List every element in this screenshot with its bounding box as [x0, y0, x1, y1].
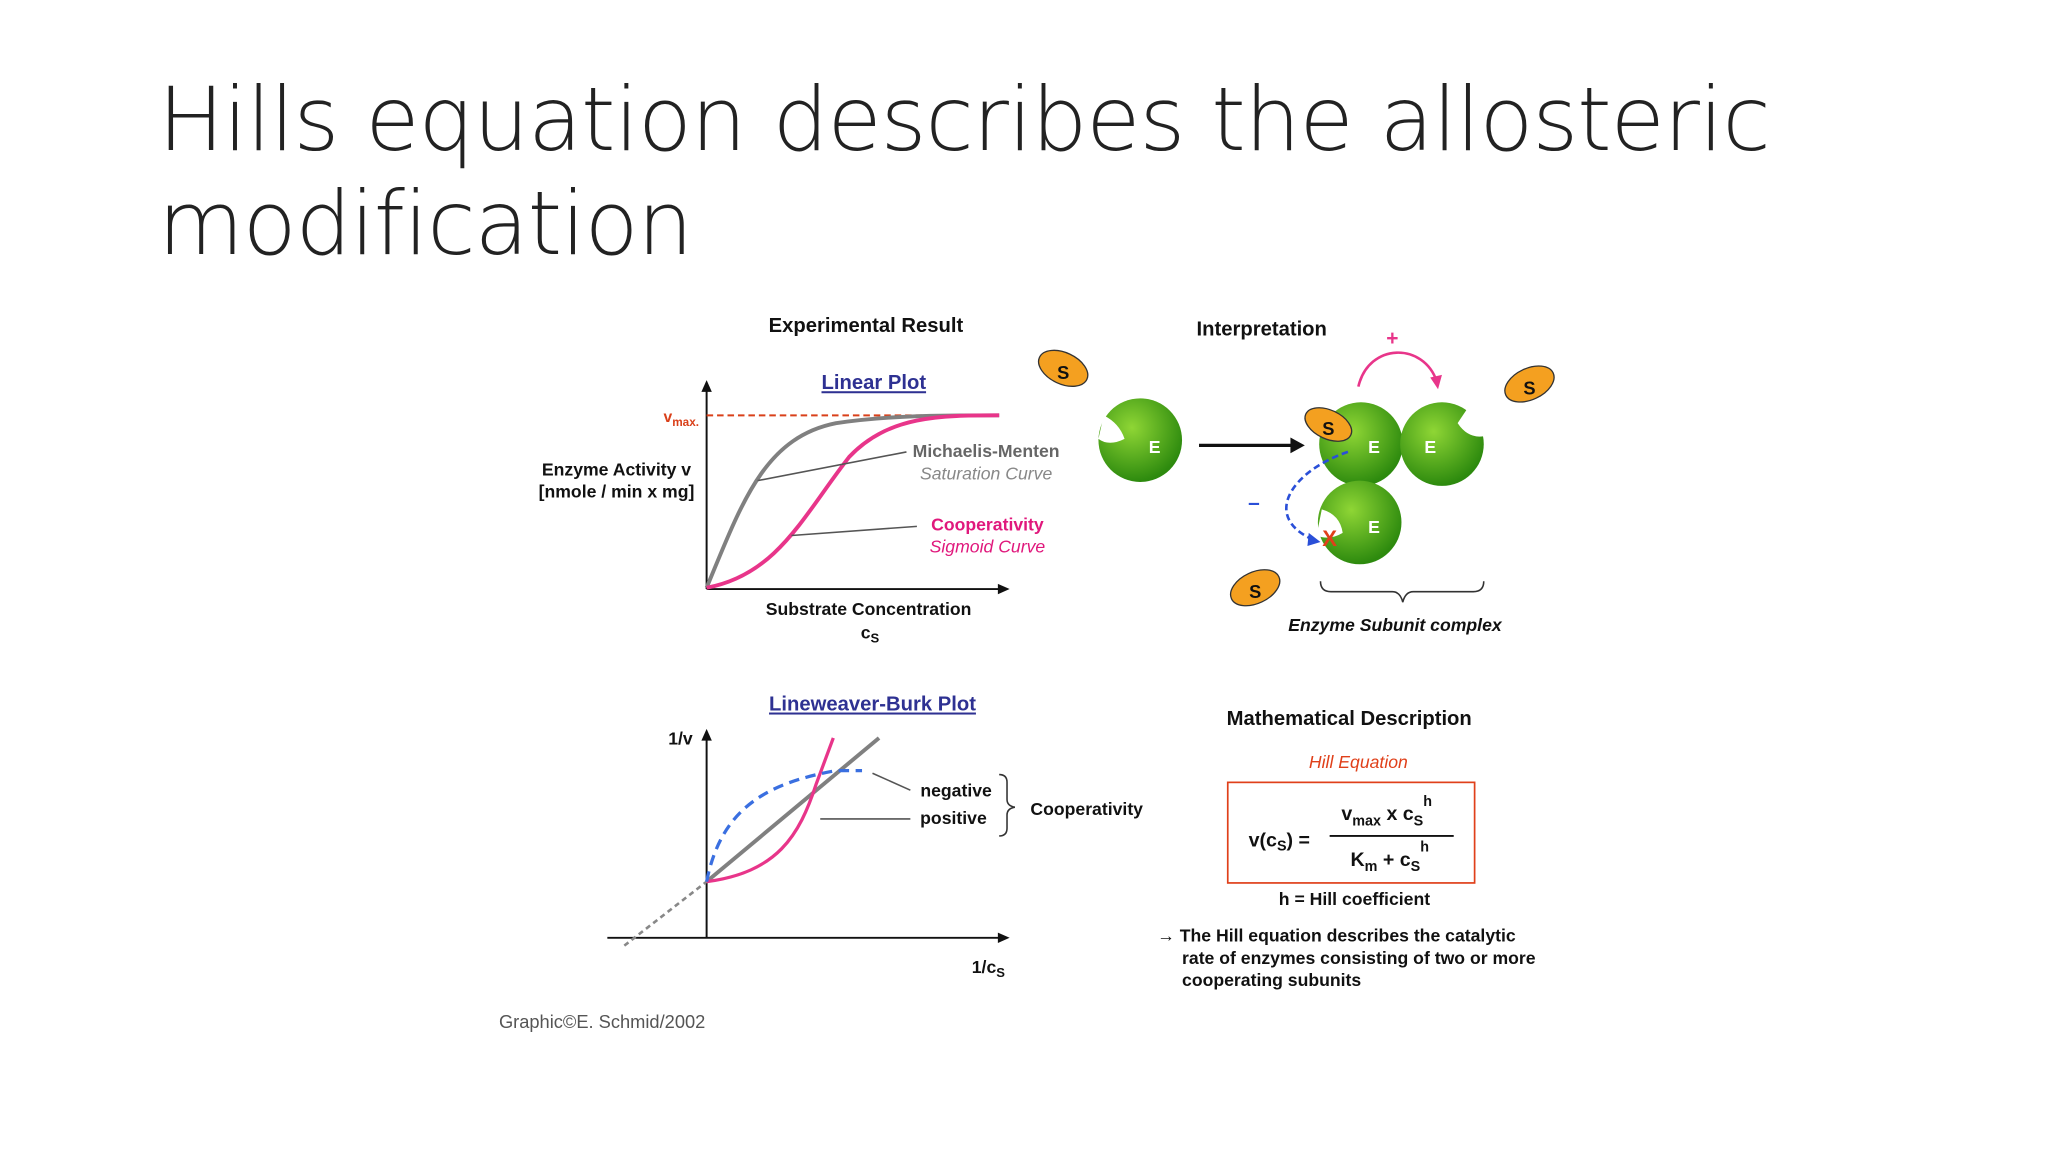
heading: Interpretation [1197, 319, 1327, 341]
y-label: Enzyme Activity v [542, 459, 691, 479]
x-label: Substrate Concentration [766, 599, 972, 619]
slide-title: Hills equation describes the allosteric … [158, 68, 1771, 276]
substrate-letter: S [1523, 377, 1535, 398]
site [1457, 407, 1485, 437]
linear-line [705, 736, 881, 884]
enzyme-letter: E [1368, 517, 1380, 537]
extrapolation [623, 880, 708, 947]
subscript: S [996, 965, 1005, 980]
symbol: v [1341, 803, 1352, 825]
symbol: c [861, 623, 871, 643]
y-label: 1/v [668, 728, 693, 748]
substrate [1304, 407, 1353, 442]
equation-box [1226, 781, 1476, 884]
subscript: S [1411, 859, 1421, 875]
numerator: vmax x cSh [1341, 794, 1432, 830]
plot-title: Lineweaver-Burk Plot [769, 694, 976, 716]
y-label: [nmole / min x mg] [539, 482, 695, 502]
x-label: 1/cS [972, 957, 1006, 980]
coop-sub: Sigmoid Curve [930, 536, 1046, 556]
negative-curve [705, 768, 863, 882]
exponent: h [1423, 794, 1432, 810]
note-line: → The Hill equation describes the cataly… [1157, 926, 1516, 946]
coop-label: Cooperativity [931, 514, 1044, 534]
symbol: 1/c [972, 957, 997, 977]
symbol: ) = [1287, 829, 1310, 851]
arrowhead [997, 583, 1010, 595]
brace [1319, 581, 1485, 603]
coefficient-note: h = Hill coefficient [1279, 889, 1430, 909]
subscript: S [1277, 838, 1287, 854]
substrate [1229, 569, 1281, 607]
symbol: x c [1381, 803, 1414, 825]
plus-arrow [1357, 351, 1438, 387]
enzyme-letter: E [1424, 437, 1436, 457]
credit: Graphic©E. Schmid/2002 [499, 1011, 705, 1032]
enzyme [1317, 480, 1402, 565]
equation-lhs: v(cS) = [1249, 829, 1310, 854]
title-line: modification [158, 172, 693, 275]
negative-label: negative [920, 781, 992, 801]
subscript: max. [672, 416, 699, 429]
sigmoid-curve [706, 413, 1000, 590]
complex-label: Enzyme Subunit complex [1288, 615, 1503, 635]
substrate [1037, 349, 1089, 387]
group-label: Cooperativity [1030, 799, 1143, 819]
pointer [872, 772, 911, 791]
arrowhead [1290, 437, 1305, 454]
enzyme-letter: E [1149, 437, 1161, 457]
positive-curve [706, 737, 835, 884]
brace [999, 773, 1016, 837]
arrowhead [701, 728, 712, 741]
symbol: + c [1377, 849, 1410, 871]
enzyme [1098, 398, 1183, 482]
site [1316, 509, 1343, 538]
mm-sub: Saturation Curve [920, 463, 1052, 483]
exponent: h [1420, 840, 1429, 856]
arrowhead [1430, 374, 1442, 390]
enzyme-letter: E [1368, 437, 1380, 457]
pointer [757, 451, 907, 482]
block: X [1322, 526, 1337, 551]
equation-name: Hill Equation [1309, 752, 1408, 772]
denominator: Km + cSh [1351, 840, 1429, 876]
arrowhead [1307, 532, 1321, 546]
plot-title: Linear Plot [822, 372, 927, 394]
substrate-letter: S [1057, 362, 1069, 383]
mm-label: Michaelis-Menten [913, 441, 1060, 461]
pointer [791, 525, 917, 537]
note-line: rate of enzymes consisting of two or mor… [1182, 948, 1536, 968]
note-line: cooperating subunits [1182, 970, 1361, 990]
arrowhead [701, 380, 712, 392]
symbol: v(c [1249, 829, 1277, 851]
substrate-letter: S [1249, 581, 1261, 602]
subscript: S [871, 631, 880, 646]
subscript: S [1414, 813, 1424, 829]
arrowhead [997, 932, 1010, 944]
heading: Mathematical Description [1227, 708, 1472, 730]
minus: – [1248, 491, 1260, 514]
symbol: K [1351, 849, 1365, 871]
subscript: m [1365, 859, 1378, 875]
heading: Experimental Result [769, 315, 964, 337]
subscript: max [1352, 813, 1381, 829]
symbol: v [664, 409, 673, 426]
substrate-letter: S [1322, 418, 1334, 439]
plus: + [1386, 327, 1398, 350]
positive-label: positive [920, 808, 987, 828]
site [1098, 415, 1125, 443]
vmax-label: vmax. [664, 409, 700, 429]
substrate [1504, 365, 1555, 403]
title-line: Hills equation describes the allosteric [158, 68, 1771, 171]
x-symbol: cS [861, 623, 880, 646]
